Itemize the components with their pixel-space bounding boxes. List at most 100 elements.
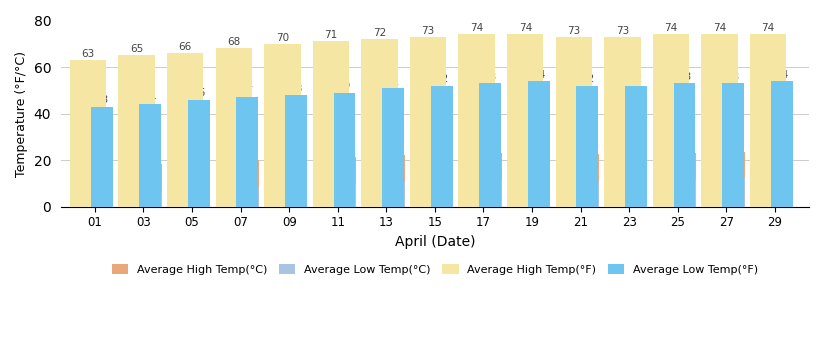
Bar <box>320 157 356 207</box>
Text: 43: 43 <box>95 95 109 105</box>
Text: 18.1: 18.1 <box>132 154 155 164</box>
Text: 5.9: 5.9 <box>86 182 103 192</box>
Bar <box>320 184 356 207</box>
Bar <box>722 83 744 207</box>
Bar <box>466 153 501 207</box>
Text: 11.0: 11.0 <box>569 170 592 180</box>
Text: 17.1: 17.1 <box>83 156 106 166</box>
Text: 52: 52 <box>581 75 594 84</box>
Bar <box>625 85 647 207</box>
Text: 72: 72 <box>373 28 386 38</box>
Bar <box>76 193 113 207</box>
Bar <box>611 181 647 207</box>
Bar <box>369 155 404 207</box>
Bar <box>660 153 696 207</box>
Bar <box>604 37 641 207</box>
Text: 12.1: 12.1 <box>764 168 787 178</box>
Bar <box>701 34 738 207</box>
Text: 49: 49 <box>338 81 351 92</box>
Bar <box>216 49 252 207</box>
Text: 11.5: 11.5 <box>666 169 690 179</box>
Bar <box>222 188 259 207</box>
Bar <box>271 158 307 207</box>
Text: 23.5: 23.5 <box>520 141 544 151</box>
Text: 11.0: 11.0 <box>618 170 641 180</box>
Bar <box>555 37 592 207</box>
Bar <box>771 81 793 207</box>
Bar <box>458 34 495 207</box>
Text: 12.1: 12.1 <box>715 168 738 178</box>
Bar <box>466 180 501 207</box>
Text: 22.1: 22.1 <box>374 144 398 155</box>
Text: 68: 68 <box>227 37 241 47</box>
Text: 21.0: 21.0 <box>277 147 300 157</box>
Text: 48: 48 <box>290 84 303 94</box>
Text: 10.4: 10.4 <box>375 172 398 182</box>
Text: 47: 47 <box>241 86 254 96</box>
Bar <box>334 93 355 207</box>
Bar <box>90 106 113 207</box>
Text: 46: 46 <box>193 88 206 98</box>
Bar <box>514 178 550 207</box>
Bar <box>237 97 258 207</box>
Text: 53: 53 <box>726 72 740 82</box>
Text: 11.5: 11.5 <box>471 169 496 179</box>
Bar <box>139 104 161 207</box>
Text: 9.0: 9.0 <box>281 175 297 185</box>
Text: 74: 74 <box>761 23 774 33</box>
Bar <box>757 152 793 207</box>
Bar <box>313 41 349 207</box>
Bar <box>125 191 162 207</box>
Text: 9.7: 9.7 <box>330 173 346 183</box>
Text: 53: 53 <box>484 72 497 82</box>
Bar <box>417 154 453 207</box>
Bar <box>660 180 696 207</box>
Bar <box>749 34 786 207</box>
Bar <box>76 167 113 207</box>
Text: 73: 73 <box>422 26 435 35</box>
Text: 44: 44 <box>144 93 157 103</box>
Text: 63: 63 <box>81 49 95 59</box>
Bar <box>188 100 210 207</box>
Text: 54: 54 <box>775 70 788 80</box>
Text: 6.7: 6.7 <box>135 180 152 190</box>
Text: 23.1: 23.1 <box>666 142 690 152</box>
Bar <box>410 37 447 207</box>
Bar <box>70 60 106 207</box>
Text: 53: 53 <box>678 72 691 82</box>
Bar <box>271 186 307 207</box>
Text: 22.6: 22.6 <box>618 143 641 153</box>
Bar <box>480 83 501 207</box>
Text: 22.6: 22.6 <box>423 143 447 153</box>
Text: 74: 74 <box>470 23 483 33</box>
Text: 66: 66 <box>178 42 192 52</box>
Bar <box>611 154 647 207</box>
Text: 52: 52 <box>435 75 448 84</box>
Text: 70: 70 <box>276 33 289 43</box>
Text: 19.9: 19.9 <box>229 150 252 160</box>
Bar <box>757 178 793 207</box>
Bar <box>173 189 210 207</box>
Text: 22.6: 22.6 <box>569 143 593 153</box>
Bar <box>563 154 598 207</box>
Bar <box>563 181 598 207</box>
Bar <box>369 182 404 207</box>
Text: 8.2: 8.2 <box>232 177 249 187</box>
Text: 23.1: 23.1 <box>471 142 496 152</box>
Text: 74: 74 <box>664 23 677 33</box>
Bar <box>577 85 598 207</box>
Text: 23.5: 23.5 <box>715 141 738 151</box>
Text: 11.0: 11.0 <box>423 170 447 180</box>
Text: 19.0: 19.0 <box>180 152 203 162</box>
Text: 7.5: 7.5 <box>183 178 200 188</box>
Bar <box>708 152 745 207</box>
Bar <box>514 152 550 207</box>
Text: 54: 54 <box>532 70 545 80</box>
Text: 74: 74 <box>519 23 532 33</box>
Bar <box>361 39 398 207</box>
Text: 71: 71 <box>325 30 338 40</box>
Text: 73: 73 <box>567 26 580 35</box>
Bar <box>507 34 544 207</box>
Text: 21.4: 21.4 <box>326 146 349 156</box>
Bar <box>222 160 259 207</box>
